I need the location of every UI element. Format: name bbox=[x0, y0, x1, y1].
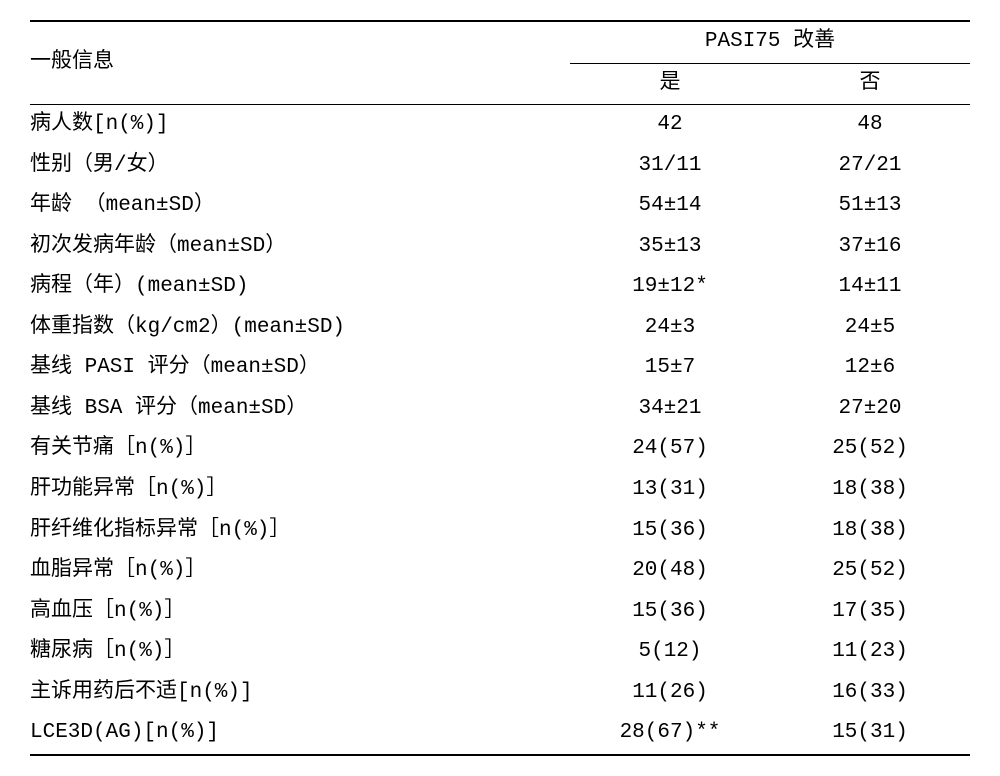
table-row: 糖尿病［n(%)］5(12)11(23) bbox=[30, 632, 970, 673]
row-yes: 13(31) bbox=[570, 470, 770, 511]
row-label: 主诉用药后不适[n(%)] bbox=[30, 673, 570, 714]
row-label: 初次发病年龄（mean±SD） bbox=[30, 227, 570, 268]
row-no: 15(31) bbox=[770, 713, 970, 755]
row-yes: 19±12* bbox=[570, 267, 770, 308]
header-label: 一般信息 bbox=[30, 21, 570, 105]
row-yes: 15±7 bbox=[570, 348, 770, 389]
row-no: 27/21 bbox=[770, 146, 970, 187]
table-row: 体重指数（kg/cm2）(mean±SD)24±324±5 bbox=[30, 308, 970, 349]
header-row-1: 一般信息 PASI75 改善 bbox=[30, 21, 970, 63]
row-yes: 24±3 bbox=[570, 308, 770, 349]
row-yes: 20(48) bbox=[570, 551, 770, 592]
row-no: 12±6 bbox=[770, 348, 970, 389]
row-yes: 31/11 bbox=[570, 146, 770, 187]
header-yes: 是 bbox=[570, 63, 770, 105]
row-yes: 34±21 bbox=[570, 389, 770, 430]
row-yes: 5(12) bbox=[570, 632, 770, 673]
table-row: 基线 PASI 评分（mean±SD）15±712±6 bbox=[30, 348, 970, 389]
row-no: 18(38) bbox=[770, 470, 970, 511]
table-row: 肝功能异常［n(%)］13(31)18(38) bbox=[30, 470, 970, 511]
row-no: 51±13 bbox=[770, 186, 970, 227]
table-row: 初次发病年龄（mean±SD）35±1337±16 bbox=[30, 227, 970, 268]
row-label: 有关节痛［n(%)］ bbox=[30, 429, 570, 470]
row-label: LCE3D(AG)[n(%)] bbox=[30, 713, 570, 755]
row-yes: 15(36) bbox=[570, 511, 770, 552]
row-label: 基线 PASI 评分（mean±SD） bbox=[30, 348, 570, 389]
row-label: 肝纤维化指标异常［n(%)］ bbox=[30, 511, 570, 552]
row-yes: 28(67)** bbox=[570, 713, 770, 755]
row-no: 25(52) bbox=[770, 429, 970, 470]
table-row: 主诉用药后不适[n(%)]11(26)16(33) bbox=[30, 673, 970, 714]
row-label: 血脂异常［n(%)］ bbox=[30, 551, 570, 592]
header-group: PASI75 改善 bbox=[570, 21, 970, 63]
row-label: 病程（年）(mean±SD) bbox=[30, 267, 570, 308]
table-row: 肝纤维化指标异常［n(%)］15(36)18(38) bbox=[30, 511, 970, 552]
row-no: 25(52) bbox=[770, 551, 970, 592]
row-no: 17(35) bbox=[770, 592, 970, 633]
row-yes: 24(57) bbox=[570, 429, 770, 470]
row-no: 18(38) bbox=[770, 511, 970, 552]
row-yes: 42 bbox=[570, 105, 770, 146]
table-row: 性别（男/女）31/1127/21 bbox=[30, 146, 970, 187]
row-label: 糖尿病［n(%)］ bbox=[30, 632, 570, 673]
table-row: 有关节痛［n(%)］24(57)25(52) bbox=[30, 429, 970, 470]
row-yes: 11(26) bbox=[570, 673, 770, 714]
table-row: 基线 BSA 评分（mean±SD）34±2127±20 bbox=[30, 389, 970, 430]
header-no: 否 bbox=[770, 63, 970, 105]
table-row: 病人数[n(%)]4248 bbox=[30, 105, 970, 146]
row-label: 性别（男/女） bbox=[30, 146, 570, 187]
row-no: 16(33) bbox=[770, 673, 970, 714]
row-label: 高血压［n(%)］ bbox=[30, 592, 570, 633]
table-row: 高血压［n(%)］15(36)17(35) bbox=[30, 592, 970, 633]
table-row: 病程（年）(mean±SD)19±12*14±11 bbox=[30, 267, 970, 308]
row-no: 48 bbox=[770, 105, 970, 146]
row-no: 37±16 bbox=[770, 227, 970, 268]
row-label: 病人数[n(%)] bbox=[30, 105, 570, 146]
row-yes: 35±13 bbox=[570, 227, 770, 268]
row-yes: 54±14 bbox=[570, 186, 770, 227]
row-no: 14±11 bbox=[770, 267, 970, 308]
row-label: 基线 BSA 评分（mean±SD） bbox=[30, 389, 570, 430]
row-yes: 15(36) bbox=[570, 592, 770, 633]
clinical-data-table: 一般信息 PASI75 改善 是 否 病人数[n(%)]4248 性别（男/女）… bbox=[30, 20, 970, 756]
row-no: 11(23) bbox=[770, 632, 970, 673]
row-no: 24±5 bbox=[770, 308, 970, 349]
table-body: 病人数[n(%)]4248 性别（男/女）31/1127/21 年龄 （mean… bbox=[30, 105, 970, 755]
table-row: 血脂异常［n(%)］20(48)25(52) bbox=[30, 551, 970, 592]
table-row: LCE3D(AG)[n(%)]28(67)**15(31) bbox=[30, 713, 970, 755]
row-no: 27±20 bbox=[770, 389, 970, 430]
table-row: 年龄 （mean±SD）54±1451±13 bbox=[30, 186, 970, 227]
row-label: 肝功能异常［n(%)］ bbox=[30, 470, 570, 511]
row-label: 体重指数（kg/cm2）(mean±SD) bbox=[30, 308, 570, 349]
row-label: 年龄 （mean±SD） bbox=[30, 186, 570, 227]
